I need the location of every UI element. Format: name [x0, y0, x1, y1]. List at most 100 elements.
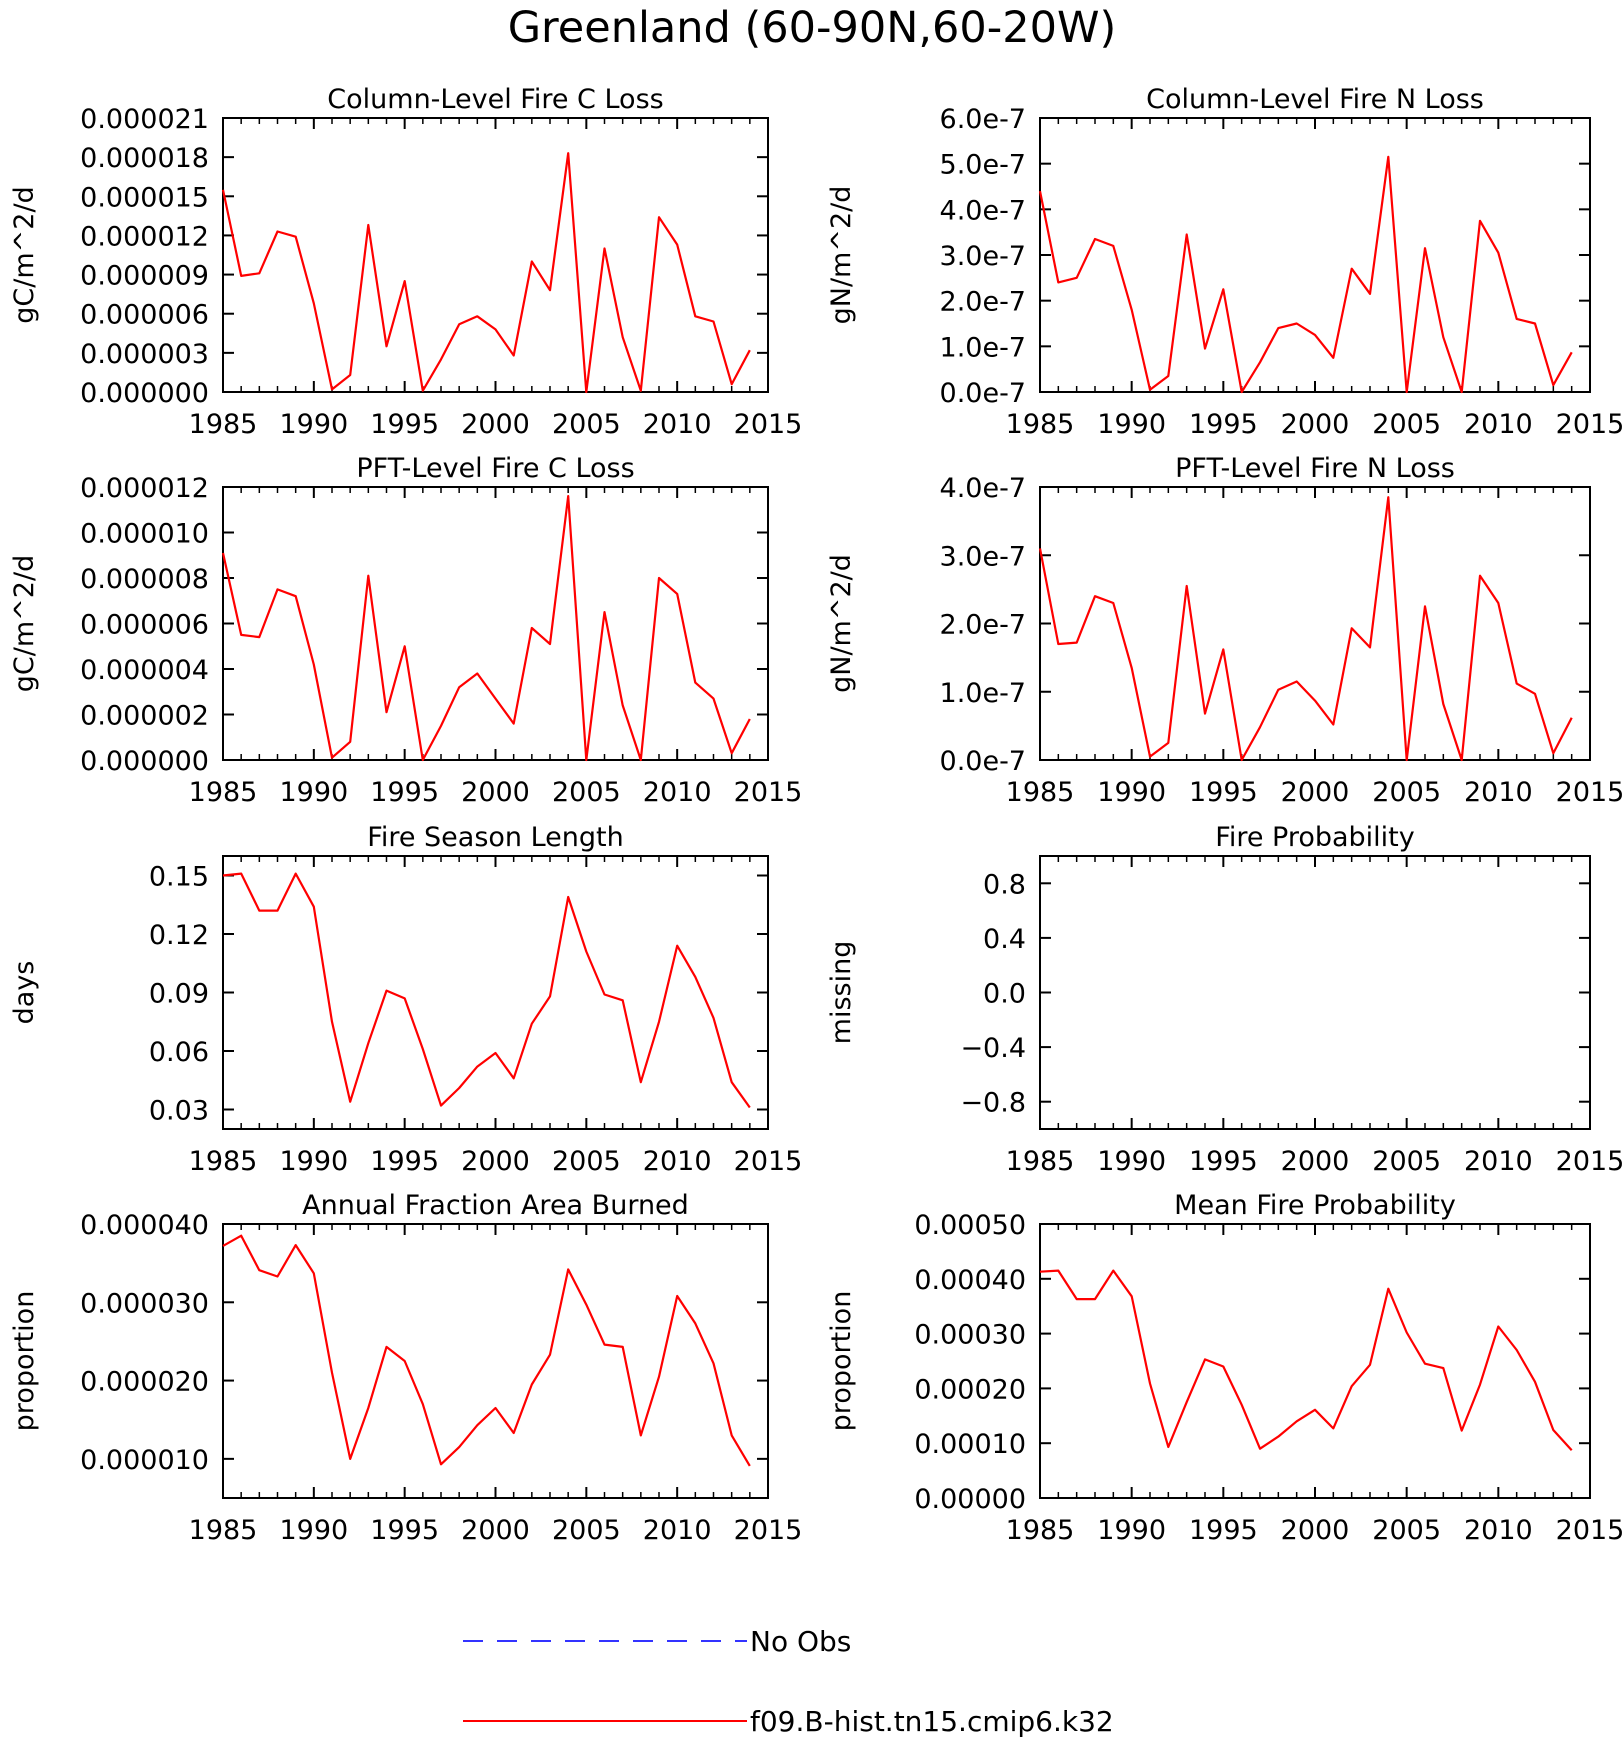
y-tick-label: 0.00010 — [914, 1429, 1026, 1460]
data-point — [222, 1245, 223, 1246]
data-point — [241, 1235, 242, 1236]
x-tick-label: 2010 — [643, 1515, 712, 1546]
data-point — [1131, 309, 1132, 310]
x-tick-label: 2000 — [461, 1146, 530, 1177]
x-tick-label: 2010 — [1464, 1515, 1533, 1546]
data-point — [586, 759, 587, 760]
data-point — [604, 248, 605, 249]
data-point — [1553, 385, 1554, 386]
data-point — [459, 324, 460, 325]
data-point — [404, 998, 405, 999]
y-axis-label: proportion — [9, 1291, 40, 1432]
data-point — [1168, 742, 1169, 743]
data-point — [495, 698, 496, 699]
x-tick-label: 1995 — [1189, 409, 1258, 440]
data-point — [568, 496, 569, 497]
y-tick-label: 0.06 — [149, 1037, 209, 1068]
data-point — [1113, 1270, 1114, 1271]
x-tick-label: 1990 — [279, 1515, 348, 1546]
y-tick-label: 0.00050 — [914, 1210, 1026, 1241]
data-point — [731, 1435, 732, 1436]
data-point — [1223, 649, 1224, 650]
panel-mean-fire-probability: Mean Fire Probability proportion 1985 1990 1… — [826, 1190, 1623, 1546]
data-point — [1278, 689, 1279, 690]
data-point — [386, 346, 387, 347]
x-tick-label: 1985 — [1006, 1515, 1075, 1546]
panel-column-level-fire-c-loss: Column-Level Fire C Loss gC/m^2/d 1985 1990… — [9, 84, 802, 440]
data-point — [368, 1043, 369, 1044]
x-tick-label: 2015 — [1556, 1515, 1623, 1546]
x-tick-label: 1990 — [1097, 409, 1166, 440]
y-tick-label: 0.000040 — [80, 1210, 209, 1241]
data-point — [313, 303, 314, 304]
y-tick-label: 3.0e-7 — [940, 241, 1026, 272]
data-point — [259, 273, 260, 274]
x-tick-label: 2015 — [734, 777, 803, 808]
data-point — [1333, 357, 1334, 358]
y-axis-label: gN/m^2/d — [826, 186, 857, 325]
y-tick-label: 5.0e-7 — [940, 150, 1026, 181]
data-point — [622, 705, 623, 706]
x-tick-label: 2000 — [1281, 409, 1350, 440]
y-axis-label: days — [9, 961, 40, 1025]
data-point — [477, 1425, 478, 1426]
data-point — [1241, 391, 1242, 392]
panel-column-level-fire-n-loss: Column-Level Fire N Loss gN/m^2/d 1985 1990… — [826, 84, 1623, 440]
data-point — [1571, 1450, 1572, 1451]
plot-frame — [1039, 855, 1591, 1130]
series-line — [222, 872, 751, 1109]
data-point — [513, 1432, 514, 1433]
data-point — [368, 1407, 369, 1408]
data-point — [1443, 337, 1444, 338]
data-point — [259, 910, 260, 911]
data-point — [386, 1346, 387, 1347]
data-point — [549, 1354, 550, 1355]
data-point — [404, 281, 405, 282]
x-tick-label: 1990 — [279, 777, 348, 808]
data-point — [295, 236, 296, 237]
data-point — [749, 1465, 750, 1466]
data-point — [1406, 391, 1407, 392]
data-point — [1516, 683, 1517, 684]
data-point — [1259, 1448, 1260, 1449]
data-point — [259, 637, 260, 638]
data-point — [459, 1447, 460, 1448]
series-line — [1039, 1269, 1573, 1452]
x-tick-label: 2005 — [552, 1515, 621, 1546]
data-point — [1369, 1364, 1370, 1365]
x-tick-label: 2005 — [1372, 777, 1441, 808]
panel-pft-level-fire-n-loss: PFT-Level Fire N Loss gN/m^2/d 1985 1990 199… — [826, 453, 1623, 808]
data-point — [531, 1023, 532, 1024]
data-point — [331, 389, 332, 390]
y-tick-label: 0.000000 — [80, 378, 209, 409]
data-point — [277, 231, 278, 232]
panel-title: Fire Probability — [1215, 822, 1415, 853]
y-tick-label: 0.00020 — [914, 1374, 1026, 1405]
y-tick-label: 0.000004 — [80, 655, 209, 686]
data-point — [313, 664, 314, 665]
data-point — [1204, 1359, 1205, 1360]
data-point — [477, 673, 478, 674]
x-tick-label: 1990 — [1097, 777, 1166, 808]
y-tick-label: −0.4 — [960, 1033, 1026, 1064]
panel-title: Annual Fraction Area Burned — [302, 1190, 689, 1221]
x-tick-label: 2005 — [552, 777, 621, 808]
panel-title: Column-Level Fire N Loss — [1146, 84, 1484, 115]
x-tick-label: 1995 — [370, 409, 439, 440]
series-line — [1038, 496, 1573, 762]
data-point — [549, 290, 550, 291]
x-tick-label: 1990 — [279, 409, 348, 440]
x-tick-label: 2010 — [643, 1146, 712, 1177]
data-point — [1204, 713, 1205, 714]
x-tick-label: 1995 — [370, 1515, 439, 1546]
y-tick-label: 0.4 — [983, 924, 1026, 955]
data-point — [1571, 717, 1572, 718]
y-tick-label: 0.09 — [149, 979, 209, 1010]
series-line — [1038, 155, 1573, 394]
data-point — [1058, 282, 1059, 283]
legend: No Obs f09.B-hist.tn15.cmip6.k32 — [463, 1625, 1114, 1737]
data-point — [440, 359, 441, 360]
x-tick-label: 2000 — [461, 409, 530, 440]
data-point — [422, 759, 423, 760]
data-point — [749, 1107, 750, 1108]
